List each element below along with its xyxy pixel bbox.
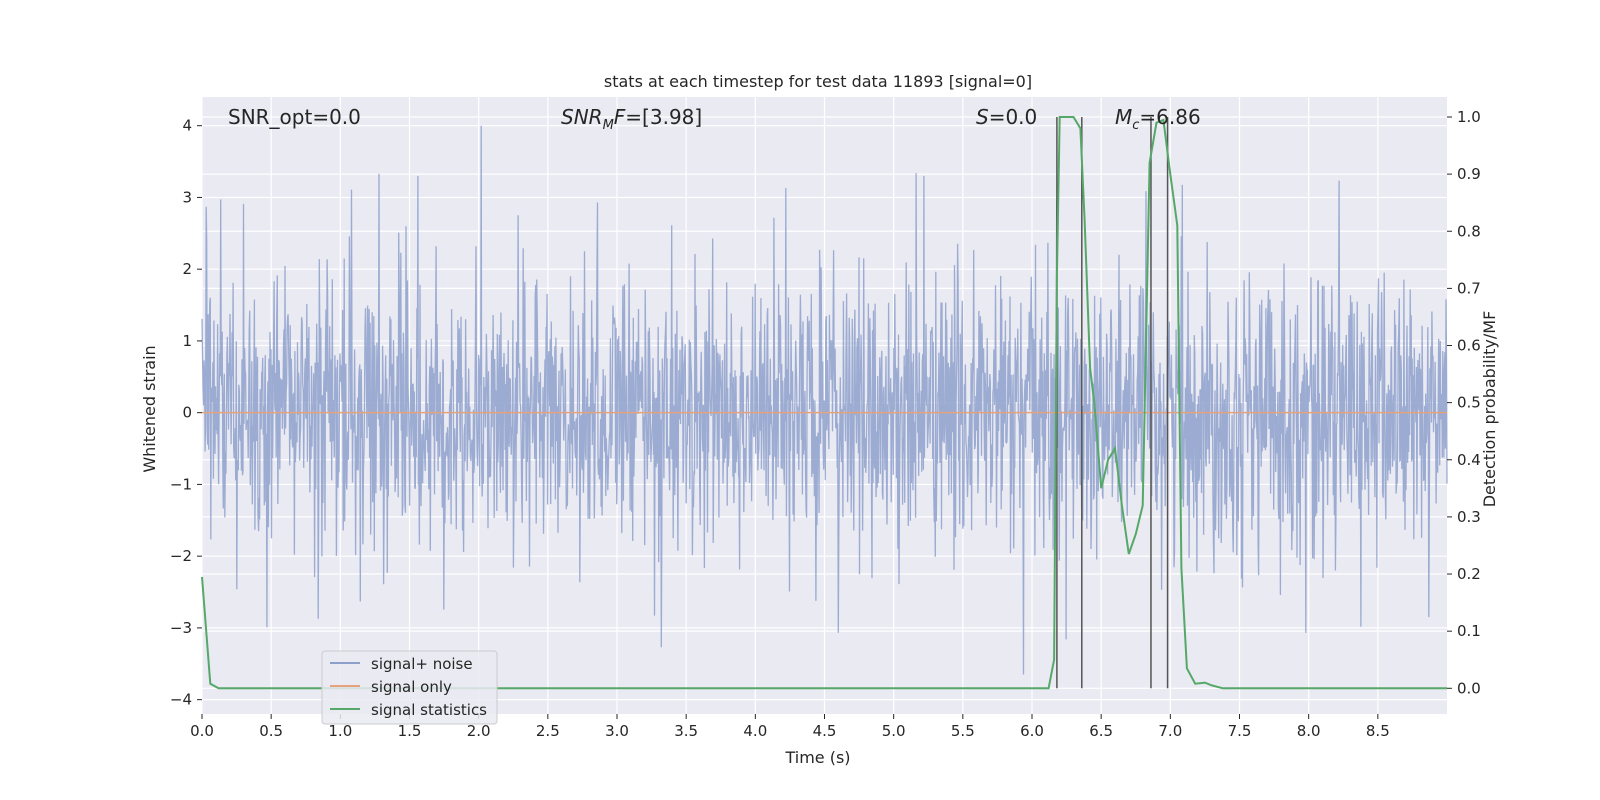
annotation-mc: Mc=6.86 [1115, 105, 1201, 133]
yl-tick-label-1: −3 [170, 619, 192, 637]
yr-tick-label-5: 0.5 [1457, 394, 1481, 412]
x-tick-label-6: 3.0 [605, 722, 629, 740]
x-tick-label-8: 4.0 [743, 722, 767, 740]
legend-label-signal: signal only [371, 678, 452, 696]
yl-tick-label-0: −4 [170, 691, 192, 709]
yr-tick-label-2: 0.2 [1457, 565, 1481, 583]
x-tick-label-14: 7.0 [1158, 722, 1182, 740]
annotation-s: S=0.0 [976, 105, 1037, 129]
yl-tick-label-6: 2 [182, 260, 192, 278]
yr-tick-label-10: 1.0 [1457, 108, 1481, 126]
chart-title: stats at each timestep for test data 118… [604, 72, 1032, 91]
x-tick-label-3: 1.5 [398, 722, 422, 740]
legend-box [321, 650, 498, 725]
annotation-snr-opt: SNR_opt=0.0 [228, 105, 361, 129]
x-tick-label-1: 0.5 [259, 722, 283, 740]
x-tick-label-13: 6.5 [1089, 722, 1113, 740]
y-axis-label-left: Whitened strain [140, 345, 159, 472]
axes-ticks: 0.0 0.5 1.0 1.5 2.0 2.5 3.0 3.5 4.0 4.5 5.0 5.5 6.0 6… [170, 108, 1481, 740]
x-tick-label-2: 1.0 [328, 722, 352, 740]
statistics-line [201, 116, 1447, 690]
yr-tick-label-3: 0.3 [1457, 508, 1481, 526]
series-signal-statistics [201, 116, 1447, 690]
legend-label-stats: signal statistics [371, 701, 487, 719]
yr-tick-label-0: 0.0 [1457, 679, 1481, 697]
yr-tick-label-6: 0.6 [1457, 337, 1481, 355]
x-tick-label-7: 3.5 [674, 722, 698, 740]
x-tick-label-5: 2.5 [536, 722, 560, 740]
x-tick-label-0: 0.0 [190, 722, 214, 740]
yr-tick-label-9: 0.9 [1457, 165, 1481, 183]
x-tick-label-16: 8.0 [1297, 722, 1321, 740]
yl-tick-label-2: −2 [170, 547, 192, 565]
legend-label-noise: signal+ noise [371, 655, 473, 673]
y-axis-label-right: Detection probability/MF [1480, 311, 1499, 508]
yr-tick-label-7: 0.7 [1457, 279, 1481, 297]
x-tick-label-17: 8.5 [1366, 722, 1390, 740]
yl-tick-label-8: 4 [182, 117, 192, 135]
x-tick-label-11: 5.5 [951, 722, 975, 740]
legend: signal+ noise signal only signal statist… [321, 650, 498, 725]
x-tick-label-10: 5.0 [882, 722, 906, 740]
yl-tick-label-4: 0 [182, 404, 192, 422]
x-axis-label: Time (s) [784, 748, 850, 767]
yl-tick-label-7: 3 [182, 188, 192, 206]
annotation-snr-mf: SNRMF=[3.98] [561, 105, 702, 133]
x-tick-label-4: 2.0 [467, 722, 491, 740]
yl-tick-label-3: −1 [170, 475, 192, 493]
x-tick-label-12: 6.0 [1020, 722, 1044, 740]
x-tick-label-15: 7.5 [1228, 722, 1252, 740]
yl-tick-label-5: 1 [182, 332, 192, 350]
x-tick-label-9: 4.5 [813, 722, 837, 740]
yr-tick-label-1: 0.1 [1457, 622, 1481, 640]
yr-tick-label-8: 0.8 [1457, 222, 1481, 240]
yr-tick-label-4: 0.4 [1457, 451, 1481, 469]
